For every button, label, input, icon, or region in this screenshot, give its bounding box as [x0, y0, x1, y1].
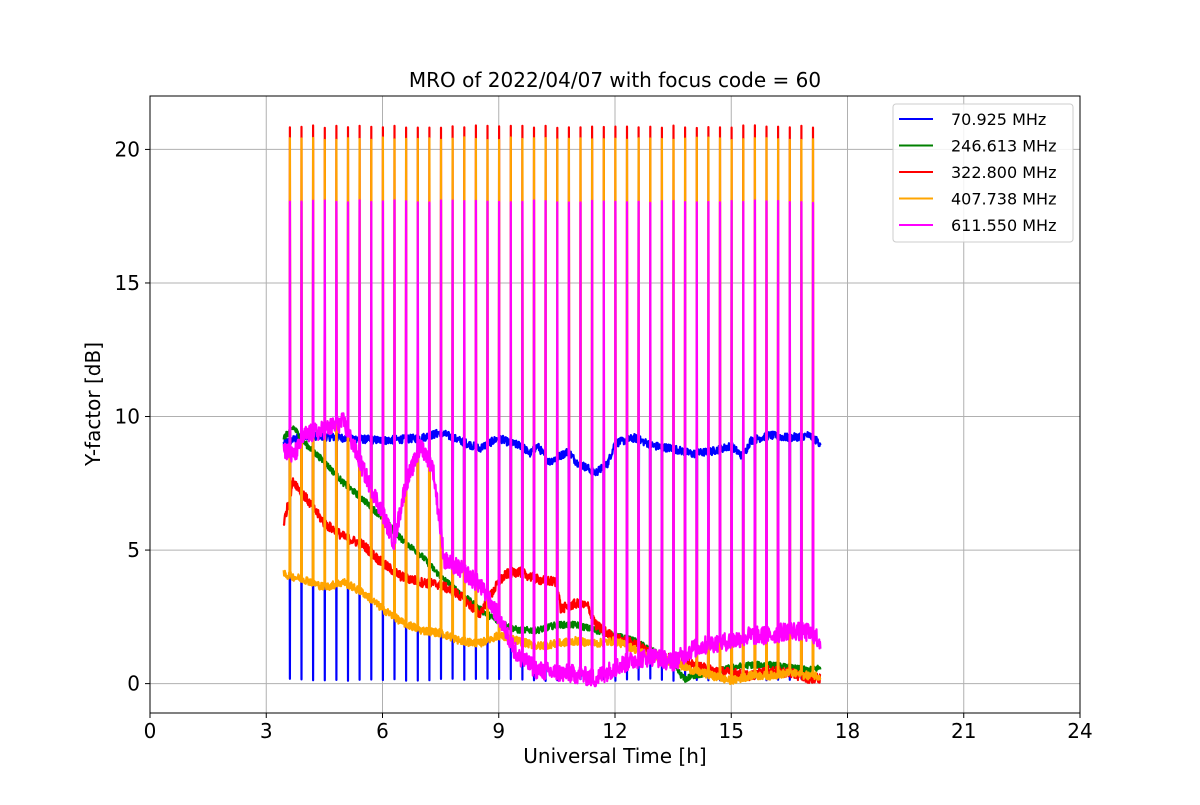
x-tick-label: 15	[719, 719, 744, 743]
series-layer	[282, 124, 822, 688]
x-axis-label: Universal Time [h]	[523, 744, 706, 768]
x-tick-label: 0	[144, 719, 157, 743]
y-tick-label: 10	[115, 405, 140, 429]
x-tick-label: 18	[835, 719, 860, 743]
x-tick-label: 9	[492, 719, 505, 743]
legend-box	[892, 103, 1074, 243]
tick-layer: 0 3 6 9 12 15 18 21 24 0 5 10 15 20	[115, 137, 1093, 743]
x-tick-label: 12	[602, 719, 627, 743]
legend-label: 246.613 MHz	[951, 137, 1056, 156]
x-tick-label: 6	[376, 719, 389, 743]
legend-label: 70.925 MHz	[951, 110, 1046, 129]
x-tick-label: 24	[1067, 719, 1092, 743]
series-line-2	[282, 124, 822, 685]
y-tick-label: 15	[115, 271, 140, 295]
series-line-3	[282, 136, 822, 686]
y-tick-label: 5	[127, 538, 140, 562]
legend: 70.925 MHz 246.613 MHz 322.800 MHz 407.738 …	[892, 103, 1074, 243]
legend-label: 322.800 MHz	[951, 163, 1056, 182]
legend-label: 611.550 MHz	[951, 216, 1056, 235]
legend-label: 407.738 MHz	[951, 190, 1056, 209]
x-tick-label: 3	[260, 719, 273, 743]
chart-title: MRO of 2022/04/07 with focus code = 60	[409, 68, 821, 92]
y-axis-label: Y-factor [dB]	[81, 342, 105, 467]
y-tick-label: 20	[115, 137, 140, 161]
y-tick-label: 0	[127, 672, 140, 696]
x-tick-label: 21	[951, 719, 976, 743]
series-line-4	[282, 199, 822, 688]
